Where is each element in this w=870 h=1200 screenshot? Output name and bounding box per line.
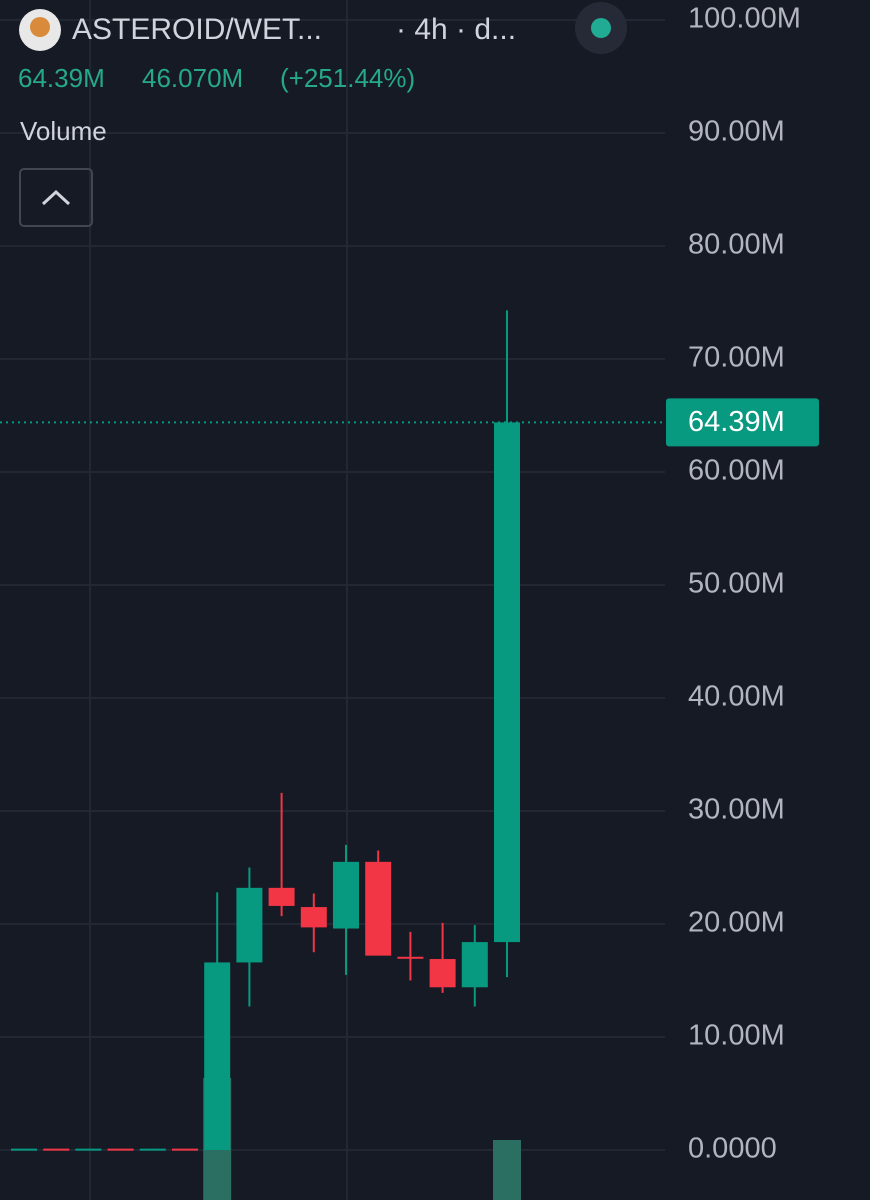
legend-percent: (+251.44%) (280, 63, 415, 93)
y-tick-label: 20.00M (688, 907, 785, 939)
last-price-tag (666, 398, 819, 447)
plot (0, 310, 665, 1200)
candle-body (139, 1148, 166, 1151)
y-tick-label: 80.00M (688, 229, 785, 261)
candle-body (397, 956, 424, 959)
y-tick-label: 10.00M (688, 1020, 785, 1052)
collapse-icon (41, 189, 71, 206)
y-tick-label: 70.00M (688, 342, 785, 374)
candle-body (300, 907, 327, 928)
pane-label: Volume (20, 116, 107, 146)
candle-body (429, 959, 456, 988)
last-price-label: 64.39M (688, 406, 785, 438)
y-tick-label: 40.00M (688, 681, 785, 713)
y-tick-label: 90.00M (688, 116, 785, 148)
candle-body (268, 887, 295, 906)
candle-body (172, 1148, 198, 1151)
symbol-icon-face (30, 17, 50, 37)
candle-body (43, 1148, 70, 1151)
y-axis: 0.0000 10.00M 20.00M 30.00M 40.00M 50.00M 60.0… (666, 3, 819, 1165)
status-dot (591, 18, 611, 38)
volume-bar (493, 1140, 521, 1200)
candle-body (236, 887, 263, 963)
candle-body (365, 861, 392, 956)
y-tick-label: 100.00M (688, 3, 801, 35)
candle-body (333, 861, 359, 929)
candle-body (204, 962, 231, 1150)
y-tick-label: 0.0000 (688, 1133, 777, 1165)
y-tick-label: 30.00M (688, 794, 785, 826)
collapse-button[interactable] (19, 168, 93, 227)
y-tick-label: 50.00M (688, 568, 785, 600)
interval[interactable]: · 4h · d... (396, 13, 516, 46)
y-tick-label: 60.00M (688, 455, 785, 487)
candle-body (75, 1148, 102, 1151)
candle-body (494, 422, 520, 943)
legend-last: 64.39M (18, 63, 105, 93)
candle-body (11, 1148, 37, 1151)
grid (0, 19, 665, 1151)
candle-body (107, 1148, 134, 1151)
legend-change: 46.070M (142, 63, 243, 93)
symbol[interactable]: ASTEROID/WET... (72, 13, 322, 46)
candle-body (461, 942, 488, 988)
